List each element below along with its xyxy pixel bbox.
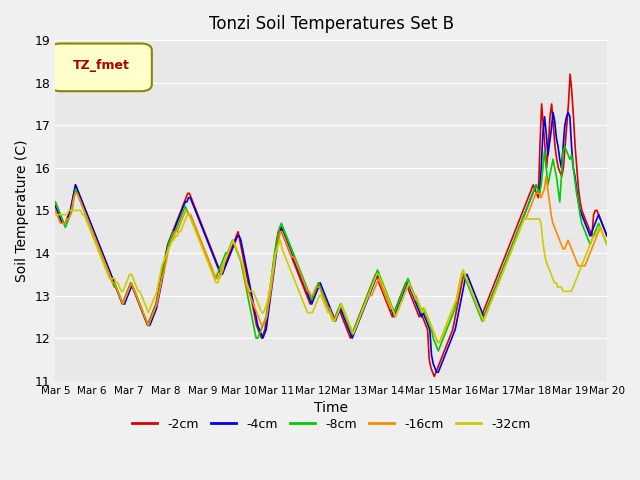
-16cm	[51, 207, 59, 213]
-8cm	[335, 305, 342, 311]
-4cm	[335, 310, 342, 315]
-8cm	[488, 293, 496, 299]
-32cm	[441, 327, 449, 333]
-8cm	[475, 310, 483, 315]
-32cm	[165, 246, 173, 252]
Text: TZ_fmet: TZ_fmet	[73, 60, 129, 72]
-8cm	[603, 241, 611, 247]
-2cm	[536, 144, 544, 149]
-4cm	[120, 301, 128, 307]
-4cm	[456, 301, 464, 307]
-32cm	[337, 301, 345, 307]
-4cm	[488, 293, 496, 299]
Line: -2cm: -2cm	[55, 74, 607, 376]
Y-axis label: Soil Temperature (C): Soil Temperature (C)	[15, 139, 29, 282]
-8cm	[51, 199, 59, 205]
-32cm	[65, 207, 73, 213]
-32cm	[434, 339, 442, 345]
-2cm	[397, 293, 404, 299]
-2cm	[51, 199, 59, 205]
Line: -4cm: -4cm	[55, 112, 607, 372]
-2cm	[431, 373, 438, 379]
-4cm	[433, 369, 440, 375]
-32cm	[603, 241, 611, 247]
-16cm	[434, 339, 442, 345]
-16cm	[603, 241, 611, 247]
-4cm	[475, 301, 483, 307]
X-axis label: Time: Time	[314, 401, 348, 415]
-2cm	[67, 207, 74, 213]
-8cm	[470, 297, 477, 303]
-2cm	[95, 241, 103, 247]
-2cm	[603, 233, 611, 239]
-8cm	[561, 144, 569, 149]
Line: -32cm: -32cm	[55, 210, 607, 342]
-16cm	[542, 173, 550, 179]
-2cm	[113, 288, 121, 294]
-8cm	[435, 348, 442, 354]
-8cm	[120, 297, 128, 303]
-32cm	[182, 216, 189, 222]
-4cm	[51, 203, 59, 209]
-16cm	[502, 263, 509, 269]
-4cm	[549, 109, 557, 115]
-4cm	[603, 233, 611, 239]
Line: -8cm: -8cm	[55, 146, 607, 351]
Legend: -2cm, -4cm, -8cm, -16cm, -32cm: -2cm, -4cm, -8cm, -16cm, -32cm	[127, 413, 535, 436]
-2cm	[566, 72, 574, 77]
Line: -16cm: -16cm	[55, 176, 607, 342]
-32cm	[106, 276, 113, 281]
FancyBboxPatch shape	[50, 44, 152, 91]
-16cm	[104, 267, 111, 273]
-16cm	[163, 254, 171, 260]
-16cm	[336, 305, 344, 311]
-32cm	[51, 212, 59, 217]
-16cm	[439, 331, 447, 337]
-16cm	[180, 212, 188, 217]
-8cm	[456, 280, 464, 286]
-4cm	[470, 288, 477, 294]
-2cm	[586, 229, 594, 235]
Title: Tonzi Soil Temperatures Set B: Tonzi Soil Temperatures Set B	[209, 15, 454, 33]
-32cm	[503, 259, 511, 264]
